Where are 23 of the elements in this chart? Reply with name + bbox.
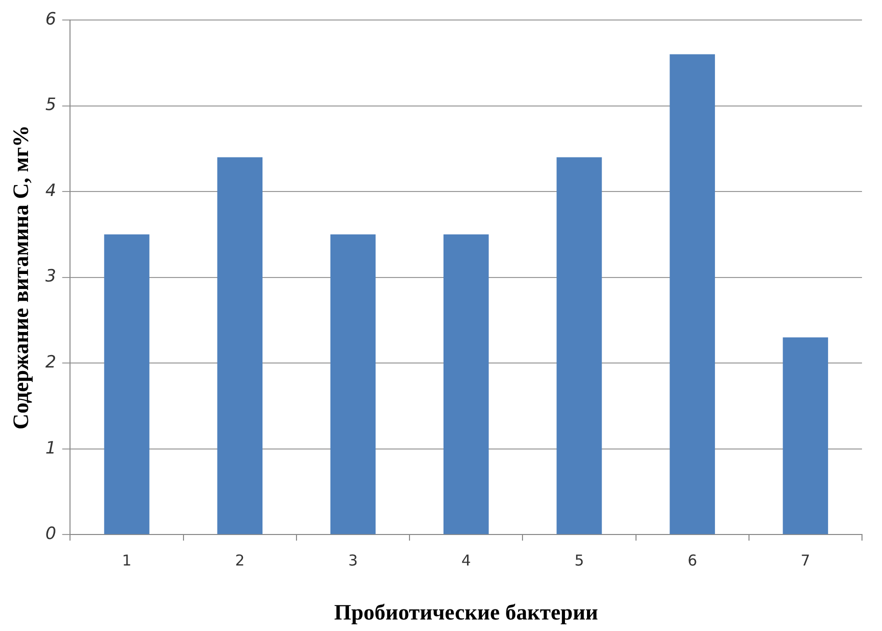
- bar: [782, 337, 828, 534]
- x-tick-label: 1: [122, 551, 132, 570]
- y-tick-label: 0: [45, 524, 56, 544]
- x-axis-title: Пробиотические бактерии: [334, 599, 598, 624]
- y-tick-label: 4: [45, 180, 56, 201]
- y-tick-label: 5: [45, 95, 56, 116]
- bar: [443, 234, 489, 534]
- x-tick-label: 3: [348, 551, 358, 570]
- x-tick-label: 7: [800, 551, 810, 570]
- x-tick-label: 6: [688, 551, 698, 570]
- y-axis-title: Содержание витамина С, мг%: [8, 125, 33, 430]
- y-tick-label: 1: [45, 438, 56, 458]
- bar: [217, 157, 263, 534]
- bar: [556, 157, 602, 534]
- y-tick-label: 6: [45, 9, 56, 30]
- bar: [104, 234, 150, 534]
- y-tick-label: 2: [45, 352, 56, 372]
- x-tick-label: 2: [235, 551, 245, 570]
- x-tick-label: 5: [574, 551, 584, 570]
- x-tick-label: 4: [461, 551, 471, 570]
- bar: [670, 54, 715, 534]
- bar: [330, 234, 376, 534]
- y-tick-label: 3: [45, 266, 56, 287]
